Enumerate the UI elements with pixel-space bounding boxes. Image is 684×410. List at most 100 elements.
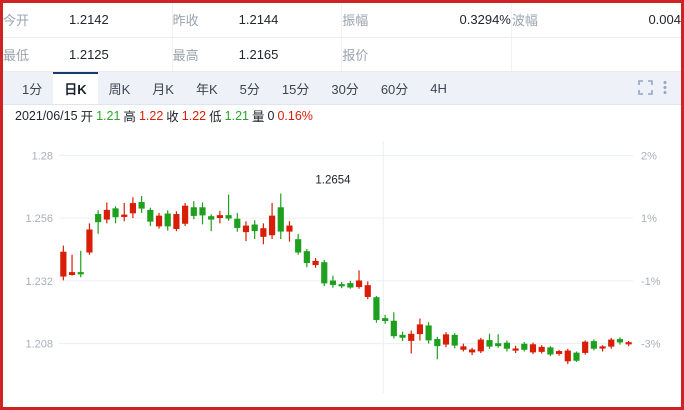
quote-label-today-open: 今开 [3,3,69,38]
y-axis-tick-label: 1.28 [32,150,53,162]
quote-row: 最低 1.2125 最高 1.2165 报价 [3,37,681,72]
fullscreen-icon[interactable] [638,80,653,95]
candlestick [199,201,206,224]
ohlc-low-value: 1.21 [224,108,249,123]
candlestick [442,331,450,347]
tabbar-spacer [458,72,638,104]
candlestick [216,210,223,223]
candlestick [338,281,345,288]
candlestick [234,212,241,232]
candlestick [495,333,502,348]
tab-5[interactable]: 5分 [229,72,271,104]
quote-value-range: 0.004 [577,3,681,38]
candlestick [303,248,310,267]
quote-label-high: 最高 [171,37,239,72]
tab-8[interactable]: 60分 [370,72,419,104]
candlestick [547,345,554,356]
candlestick [512,345,519,353]
tab-3[interactable]: 月K [141,72,185,104]
candlestick [451,332,458,348]
quote-summary-table: 今开 1.2142 昨收 1.2144 振幅 0.3294% 波幅 0.004 … [3,3,681,72]
candlestick [573,350,580,362]
candlestick [390,311,397,338]
more-vertical-icon[interactable] [663,80,667,95]
candlestick [251,219,258,239]
quote-value-high: 1.2165 [238,37,342,72]
ohlc-change-pct: 0.16% [277,108,313,123]
quote-value-today-open: 1.2142 [69,3,173,38]
quote-label-bid: 报价 [341,37,409,72]
ohlc-volume-label: 量 [252,110,265,124]
candlestick [399,331,406,341]
quote-label-low: 最低 [3,37,69,72]
tab-label: 日K [64,82,87,97]
candlestick [503,339,510,351]
candlestick [295,233,302,255]
tab-label: 年K [195,82,218,97]
y-axis-tick-label: 1.256 [25,213,53,225]
candlestick [277,193,284,239]
tab-7[interactable]: 30分 [320,72,369,104]
candlestick [190,200,197,219]
candlestick [68,254,76,276]
candlestick [60,245,67,280]
candlestick [312,257,319,268]
candlestick [538,344,545,354]
quote-value-prev-close: 1.2144 [238,3,342,38]
candlestick [434,336,441,359]
period-tabbar: 1分 日K 周K 月K 年K 5分 15分 30分 60分 4H [3,71,681,105]
candlestick [121,202,128,221]
candlestick [416,318,424,340]
candlestick [408,330,415,354]
candlestick [355,269,363,289]
tab-label: 4H [430,81,447,96]
candlestick [373,295,380,323]
chart-annotation: 1.2654 [315,174,351,186]
candlestick-chart[interactable]: 1.281.2561.2321.2082%1%-1%-3%1.26541.200… [3,126,681,397]
ohlc-close-value: 1.22 [181,108,207,123]
ohlc-low-label: 低 [209,110,222,124]
candlestick [529,342,537,354]
ohlc-volume-value: 0 [267,108,275,123]
chart-tool-icons [638,72,681,104]
candlestick [599,344,606,351]
tab-4[interactable]: 年K [185,72,229,104]
candlestick [582,339,589,355]
candlestick [268,202,276,239]
candlestick [286,220,293,242]
candlestick [225,194,232,221]
ohlc-high-value: 1.22 [138,108,164,123]
quote-value-empty [577,37,681,72]
quote-value-low: 1.2125 [69,37,173,72]
tab-2[interactable]: 周K [98,72,142,104]
candlestick [590,338,597,350]
ohlc-open-label: 开 [80,110,94,124]
tab-label: 5分 [239,82,260,97]
quote-row: 今开 1.2142 昨收 1.2144 振幅 0.3294% 波幅 0.004 [3,3,681,38]
quote-label-prev-close: 昨收 [171,3,239,38]
candlestick [425,321,432,344]
candlestick [103,201,110,223]
candlestick [242,220,250,241]
candlestick [555,349,563,356]
candlestick [382,314,389,324]
quote-label-empty [510,37,578,72]
candlestick [486,333,493,349]
candlestick [521,341,528,351]
candlestick [364,280,371,299]
right-axis-tick-label: -1% [641,275,661,287]
candlestick-chart-svg[interactable]: 1.281.2561.2321.2082%1%-1%-3%1.26541.200… [3,127,681,397]
candlestick [208,213,215,231]
candlestick [260,222,267,244]
tab-1[interactable]: 日K [53,71,98,104]
tab-label: 15分 [281,82,310,97]
tab-6[interactable]: 15分 [271,72,320,104]
tab-9[interactable]: 4H [419,72,458,104]
quote-label-amplitude: 振幅 [341,3,409,38]
y-axis-tick-label: 1.208 [25,338,53,350]
candlestick [564,348,571,364]
right-axis-tick-label: 1% [641,213,657,225]
tab-0[interactable]: 1分 [11,72,53,104]
candlestick [321,259,328,286]
